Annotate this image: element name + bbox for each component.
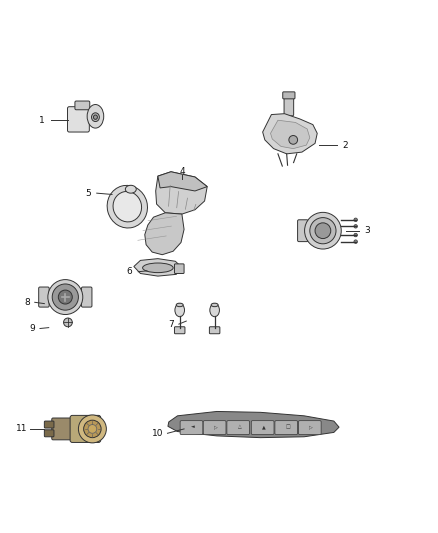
Ellipse shape	[211, 303, 218, 306]
Circle shape	[354, 233, 357, 237]
Ellipse shape	[87, 104, 104, 128]
Text: ◄: ◄	[191, 424, 194, 429]
Ellipse shape	[107, 185, 148, 228]
Circle shape	[84, 420, 101, 438]
Polygon shape	[168, 411, 339, 438]
Text: ▲: ▲	[262, 424, 266, 429]
FancyBboxPatch shape	[44, 421, 54, 428]
FancyBboxPatch shape	[81, 287, 92, 307]
Circle shape	[64, 318, 72, 327]
Ellipse shape	[176, 303, 183, 306]
Circle shape	[48, 280, 83, 314]
Text: 8: 8	[24, 298, 30, 307]
Text: 4: 4	[179, 167, 185, 176]
FancyBboxPatch shape	[203, 421, 226, 434]
Text: 7: 7	[168, 320, 174, 329]
Circle shape	[52, 284, 78, 310]
Ellipse shape	[113, 191, 141, 222]
Circle shape	[354, 218, 357, 222]
Polygon shape	[145, 213, 184, 255]
Polygon shape	[263, 114, 317, 154]
Circle shape	[88, 425, 97, 433]
Circle shape	[310, 217, 336, 244]
FancyBboxPatch shape	[283, 92, 295, 99]
FancyBboxPatch shape	[67, 107, 89, 132]
Text: 9: 9	[29, 324, 35, 333]
Ellipse shape	[143, 263, 173, 272]
FancyBboxPatch shape	[227, 421, 250, 434]
FancyBboxPatch shape	[44, 430, 54, 437]
Circle shape	[289, 135, 297, 144]
FancyBboxPatch shape	[70, 415, 101, 442]
Text: 2: 2	[343, 141, 349, 150]
FancyBboxPatch shape	[75, 101, 90, 110]
Text: 11: 11	[16, 424, 28, 433]
Circle shape	[354, 224, 357, 228]
Circle shape	[315, 223, 331, 239]
FancyBboxPatch shape	[297, 220, 308, 241]
Text: △: △	[238, 424, 241, 429]
FancyBboxPatch shape	[209, 327, 220, 334]
FancyBboxPatch shape	[298, 421, 321, 434]
Polygon shape	[158, 172, 207, 191]
Ellipse shape	[175, 304, 184, 317]
FancyBboxPatch shape	[251, 421, 274, 434]
Text: 10: 10	[152, 429, 164, 438]
Circle shape	[304, 212, 341, 249]
FancyBboxPatch shape	[52, 418, 75, 440]
Polygon shape	[134, 259, 182, 276]
Ellipse shape	[125, 185, 136, 193]
Ellipse shape	[93, 115, 97, 119]
FancyBboxPatch shape	[174, 327, 185, 334]
Polygon shape	[271, 120, 310, 149]
Ellipse shape	[210, 304, 219, 317]
Circle shape	[78, 415, 106, 443]
Circle shape	[354, 240, 357, 244]
Circle shape	[58, 290, 72, 304]
Polygon shape	[155, 172, 207, 214]
Text: 1: 1	[39, 116, 45, 125]
Text: □: □	[285, 424, 290, 429]
Text: ▷: ▷	[214, 424, 218, 429]
Text: 3: 3	[364, 226, 370, 235]
Text: 5: 5	[85, 189, 91, 198]
FancyBboxPatch shape	[39, 287, 49, 307]
Text: 6: 6	[127, 267, 132, 276]
Ellipse shape	[92, 113, 99, 122]
FancyBboxPatch shape	[284, 95, 293, 116]
FancyBboxPatch shape	[180, 421, 203, 434]
FancyBboxPatch shape	[174, 264, 184, 273]
FancyBboxPatch shape	[275, 421, 297, 434]
Text: ▷: ▷	[309, 424, 313, 429]
